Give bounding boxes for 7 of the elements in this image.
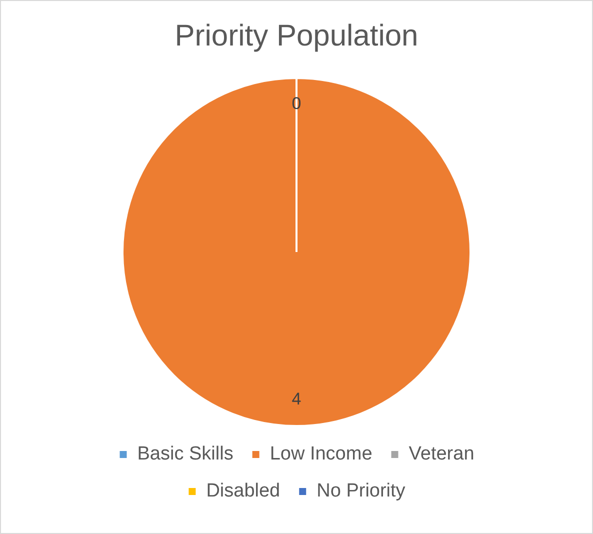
legend-label: Basic Skills: [137, 444, 234, 465]
legend-label: No Priority: [316, 480, 406, 502]
chart-title: Priority Population: [174, 19, 418, 52]
legend-label: Disabled: [206, 480, 280, 502]
data-label: 4: [292, 390, 302, 409]
legend-label: Veteran: [408, 444, 474, 465]
legend-label: Low Income: [270, 444, 372, 465]
